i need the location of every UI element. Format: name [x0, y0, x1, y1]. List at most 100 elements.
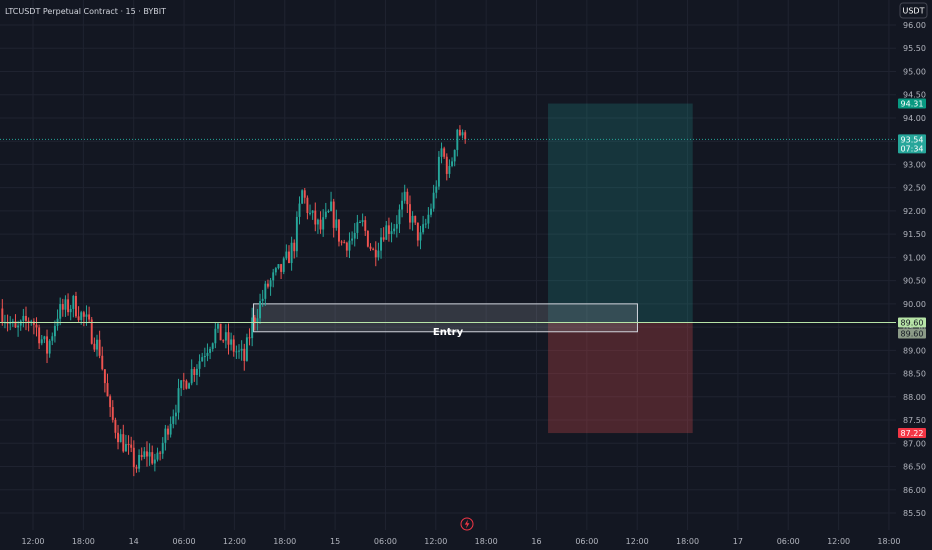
- countdown-tag: 07:34: [900, 144, 923, 153]
- candle-body: [382, 237, 385, 240]
- entry-price-tag-bg: [898, 317, 926, 328]
- time-tick-label: 18:00: [877, 537, 900, 546]
- chart-title: LTCUSDT Perpetual Contract · 15 · BYBIT: [5, 7, 166, 16]
- candle-body: [301, 190, 304, 204]
- candle-body: [269, 280, 272, 287]
- candle-body: [114, 419, 117, 433]
- candle-body: [443, 148, 446, 157]
- candle-body: [430, 208, 432, 215]
- candle-body: [90, 319, 93, 344]
- candle-body: [211, 343, 214, 349]
- candle-body: [159, 452, 162, 454]
- candle-body: [193, 369, 196, 376]
- candle-body: [359, 222, 361, 224]
- candle-body: [437, 156, 440, 187]
- candle-body: [282, 258, 285, 272]
- candle-body: [306, 197, 309, 213]
- candle-body: [274, 268, 277, 273]
- candle-body: [361, 220, 364, 223]
- candle-body: [135, 467, 138, 469]
- candle-body: [217, 323, 219, 329]
- time-tick-label: 06:00: [777, 537, 800, 546]
- lightning-icon[interactable]: [460, 517, 474, 531]
- price-tick-label: 89.50: [903, 323, 926, 332]
- candle-body: [409, 204, 411, 223]
- price-tick-label: 86.00: [903, 486, 926, 495]
- price-tick-label: 95.50: [903, 44, 926, 53]
- candle-body: [190, 369, 193, 384]
- price-tick-label: 91.00: [903, 253, 926, 262]
- grid-lines: [0, 0, 896, 530]
- candle-body: [77, 316, 80, 321]
- position-tool[interactable]: [252, 103, 693, 434]
- candle-body: [293, 242, 296, 252]
- candle-body: [38, 327, 41, 344]
- candle-body: [180, 380, 183, 389]
- candle-body: [343, 242, 346, 244]
- candle-body: [261, 298, 264, 302]
- candle-body: [266, 283, 269, 287]
- candle-body: [345, 242, 348, 251]
- candle-body: [167, 428, 169, 435]
- entry-price-tag-2-bg: [898, 328, 926, 339]
- candle-body: [130, 444, 133, 448]
- candle-body: [132, 447, 135, 468]
- time-tick-label: 18:00: [273, 537, 296, 546]
- candle-body: [140, 454, 143, 458]
- price-tick-label: 94.50: [903, 91, 926, 100]
- candle-body: [67, 299, 70, 313]
- candle-body: [288, 251, 290, 264]
- candle-body: [253, 317, 256, 323]
- candle-body: [188, 383, 191, 389]
- candle-body: [148, 452, 151, 457]
- candle-body: [198, 361, 201, 369]
- price-tick-label: 90.00: [903, 300, 926, 309]
- price-tick-label: 85.50: [903, 509, 926, 518]
- candle-body: [27, 320, 30, 323]
- candle-body: [138, 454, 141, 469]
- price-tick-label: 88.00: [903, 393, 926, 402]
- time-axis-labels: 12:00 18:00 14 06:00 12:00 18:00 15 06:00 12:00 1…: [21, 537, 900, 546]
- candle-body: [322, 217, 325, 230]
- candle-body: [393, 228, 396, 232]
- currency-button[interactable]: USDT: [899, 2, 928, 19]
- entry-label: Entry: [433, 327, 464, 338]
- candle-body: [243, 348, 246, 361]
- candle-body: [203, 355, 206, 358]
- price-axis[interactable]: [896, 0, 932, 550]
- price-tick-label: 96.00: [903, 21, 926, 30]
- candle-body: [309, 212, 311, 214]
- time-tick-label: 17: [733, 537, 743, 546]
- candle-body: [146, 451, 148, 457]
- candle-body: [69, 308, 72, 313]
- candle-body: [1, 308, 4, 323]
- candle-body: [374, 249, 377, 258]
- candle-body: [332, 201, 335, 228]
- price-tick-label: 92.00: [903, 207, 926, 216]
- candle-body: [398, 209, 401, 225]
- candle-body: [74, 295, 77, 317]
- time-tick-label: 12:00: [626, 537, 649, 546]
- candle-body: [185, 380, 188, 389]
- candle-body: [40, 339, 43, 344]
- time-tick-label: 16: [531, 537, 541, 546]
- candle-body: [414, 215, 417, 223]
- candle-body: [311, 210, 314, 213]
- price-tick-label: 92.50: [903, 184, 926, 193]
- candle-body: [35, 324, 38, 328]
- candle-body: [340, 241, 343, 243]
- time-tick-label: 06:00: [374, 537, 397, 546]
- candle-body: [406, 191, 409, 205]
- candle-body: [456, 129, 459, 150]
- candle-body: [387, 225, 390, 234]
- candle-body: [19, 320, 22, 326]
- candle-body: [164, 428, 167, 443]
- candle-body: [177, 388, 180, 413]
- candle-body: [195, 368, 198, 376]
- candle-body: [96, 339, 98, 350]
- price-tick-label: 89.00: [903, 346, 926, 355]
- candle-body: [88, 314, 91, 320]
- entry-price-tag-2: 89.60: [901, 329, 924, 338]
- candle-body: [380, 237, 382, 251]
